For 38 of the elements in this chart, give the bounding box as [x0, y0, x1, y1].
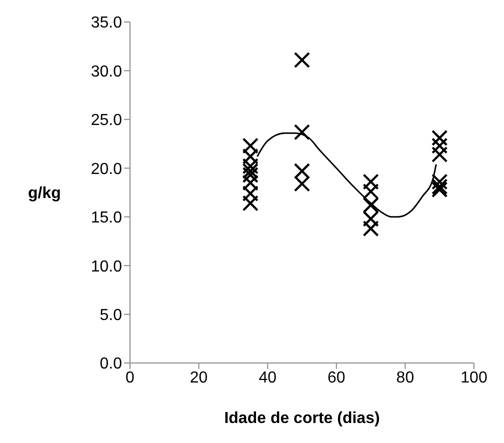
point [362, 197, 379, 214]
point [362, 220, 379, 237]
point [362, 174, 379, 190]
y-tick-label: 25.0 [90, 112, 122, 130]
y-tick-label: 10.0 [90, 258, 122, 276]
y-tick-label: 20.0 [90, 160, 122, 178]
y-tick-label: 5.0 [100, 306, 122, 324]
point [432, 174, 448, 190]
point [294, 52, 310, 68]
point [294, 124, 310, 140]
y-axis-title: g/kg [28, 185, 61, 202]
x-tick-label: 0 [126, 369, 135, 386]
point [432, 146, 448, 163]
point [242, 195, 258, 212]
point [294, 162, 310, 180]
point [432, 181, 448, 198]
point [432, 178, 448, 195]
x-tick-label: 80 [396, 369, 414, 386]
y-tick-label: 35.0 [90, 14, 122, 32]
point [242, 185, 258, 202]
point [432, 138, 448, 154]
x-axis-title: Idade de corte (dias) [224, 410, 380, 427]
y-tick-label: 15.0 [90, 210, 122, 227]
point [294, 176, 310, 192]
point [242, 138, 258, 154]
y-tick-label: 0.0 [100, 356, 122, 373]
x-tick-label: 40 [258, 369, 277, 386]
point [242, 166, 258, 184]
point [432, 130, 448, 146]
x-tick-label: 20 [190, 369, 208, 386]
point [362, 183, 379, 200]
point [242, 148, 258, 165]
point [362, 210, 379, 227]
point [242, 174, 258, 191]
point [242, 162, 258, 180]
y-tick-label: 30.0 [90, 63, 122, 80]
x-tick-label: 60 [328, 369, 346, 386]
x-tick-label: 100 [460, 369, 488, 386]
